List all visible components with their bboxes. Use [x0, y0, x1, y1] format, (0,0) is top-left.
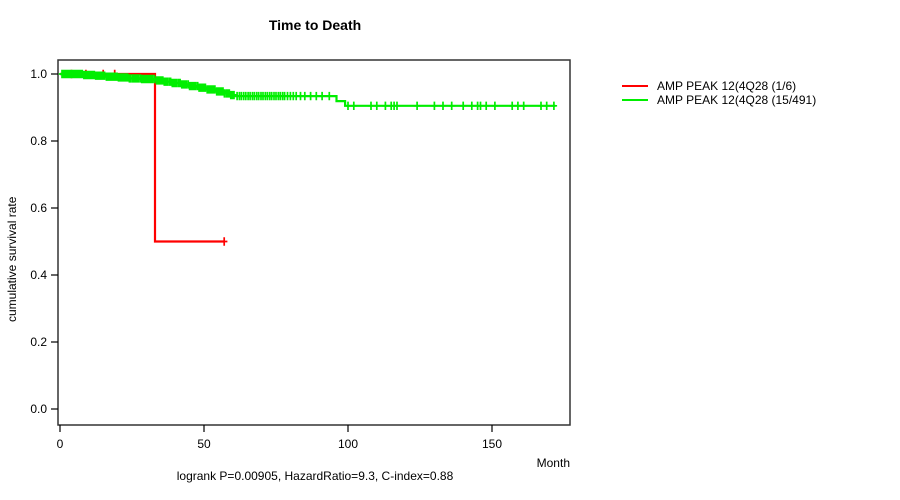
x-tick-label: 150	[482, 437, 502, 451]
y-tick-label: 0.8	[30, 134, 47, 148]
survival-curve	[60, 72, 225, 243]
y-tick-label: 0.0	[30, 402, 47, 416]
green-line-swatch	[622, 98, 648, 102]
x-axis: 0 50 100 150	[57, 425, 502, 451]
legend: AMP PEAK 12(4Q28 (1/6) AMP PEAK 12(4Q28 …	[622, 79, 816, 107]
y-tick-label: 0.4	[30, 268, 47, 282]
x-tick-label: 50	[197, 437, 211, 451]
censor-marks	[58, 69, 558, 110]
y-axis: 0.0 0.2 0.4 0.6 0.8 1.0	[30, 67, 58, 416]
y-tick-label: 0.2	[30, 335, 47, 349]
legend-item-green-group: AMP PEAK 12(4Q28 (15/491)	[622, 93, 816, 107]
x-tick-label: 0	[57, 437, 64, 451]
stats-caption: logrank P=0.00905, HazardRatio=9.3, C-in…	[176, 469, 454, 483]
plot-frame	[57, 59, 571, 426]
legend-item-red-group: AMP PEAK 12(4Q28 (1/6)	[622, 79, 816, 93]
x-tick-label: 100	[338, 437, 358, 451]
series-1-curve-group	[58, 69, 558, 110]
chart-title: Time to Death	[268, 17, 362, 33]
legend-label: AMP PEAK 12(4Q28 (15/491)	[657, 93, 817, 107]
y-tick-label: 0.6	[30, 201, 47, 215]
x-axis-title: Month	[536, 456, 570, 470]
legend-label: AMP PEAK 12(4Q28 (1/6)	[657, 79, 797, 93]
y-tick-label: 1.0	[30, 67, 47, 81]
series-0-curve-group	[60, 69, 228, 246]
red-line-swatch	[622, 84, 648, 88]
censor-marks	[68, 69, 228, 246]
